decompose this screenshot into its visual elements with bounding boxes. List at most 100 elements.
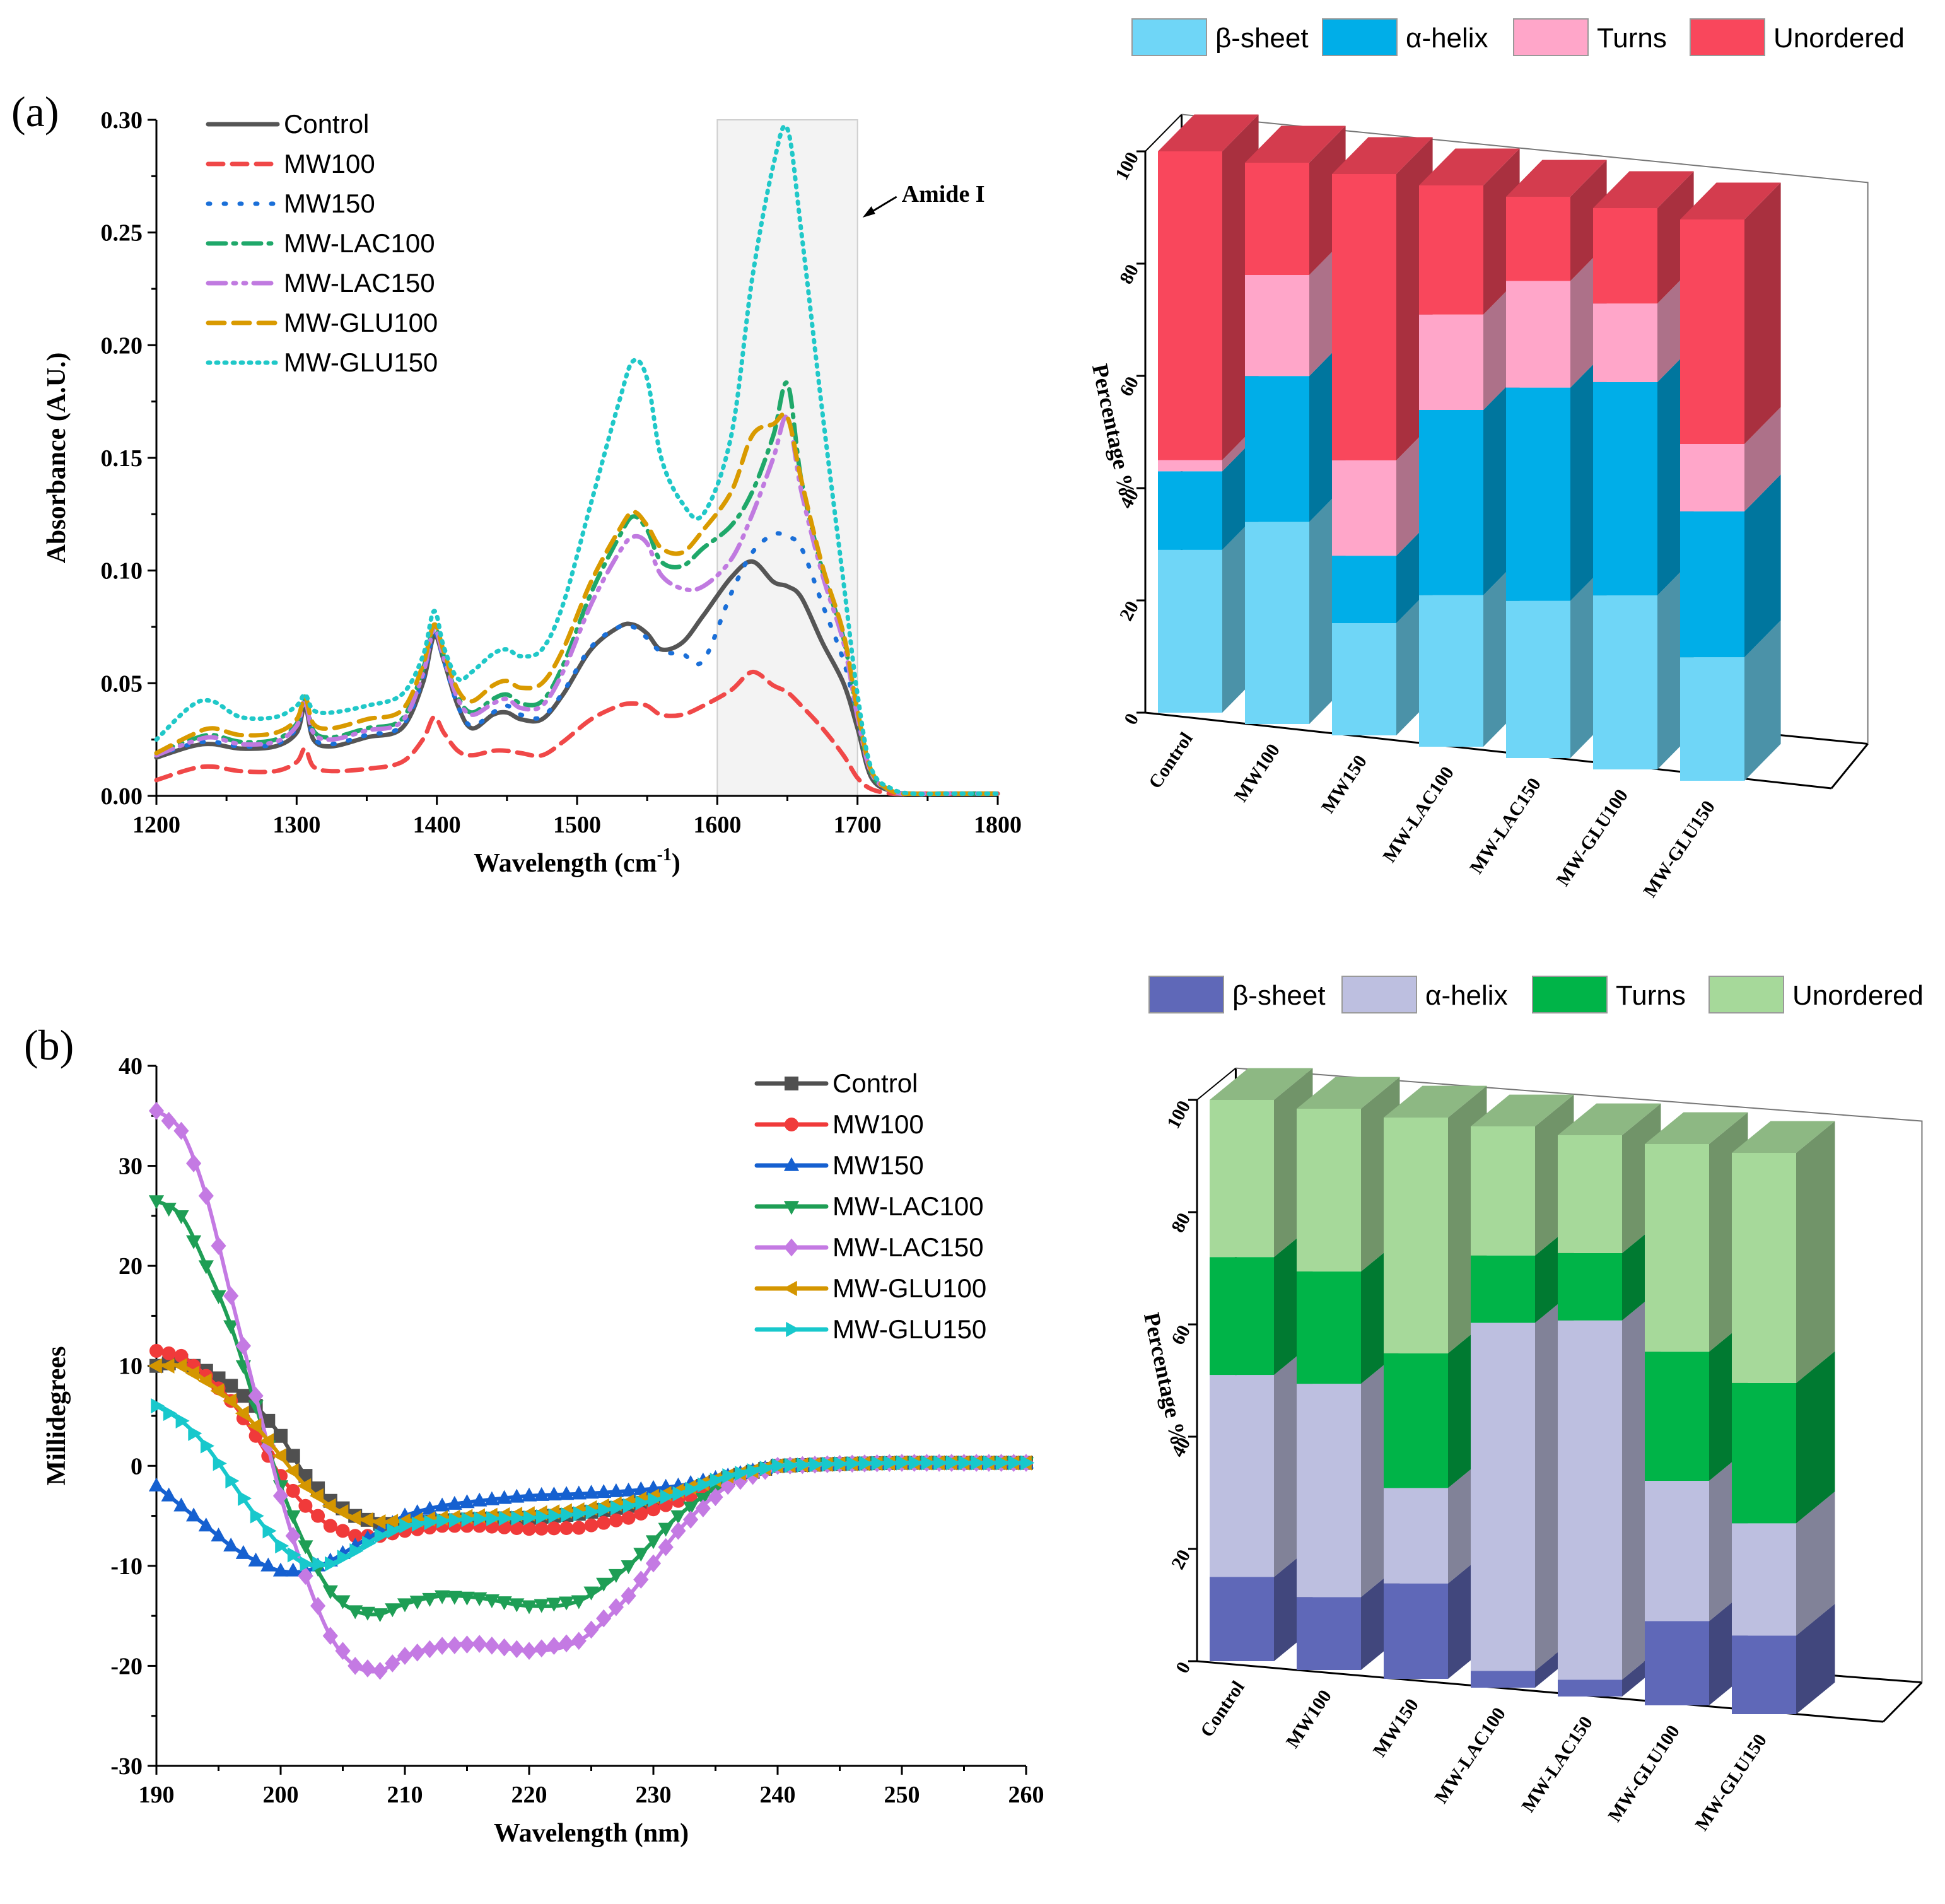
bar-segment-β-sheet: [1471, 1671, 1535, 1688]
data-marker: [461, 1512, 476, 1527]
bar-segment-Turns: [1210, 1257, 1274, 1375]
x-tick-label: 210: [387, 1782, 423, 1808]
bar-top-Unordered: [1158, 114, 1259, 151]
x-axis-title-superscript: -1: [657, 845, 672, 865]
bar-segment-Unordered: [1471, 1126, 1535, 1256]
data-marker: [272, 1562, 289, 1577]
data-marker: [747, 1463, 761, 1479]
bar-top-Unordered: [1680, 182, 1781, 219]
data-marker: [298, 1567, 313, 1586]
data-marker: [286, 1483, 300, 1498]
category-label: MW150: [1369, 1695, 1423, 1760]
data-marker: [571, 1521, 586, 1535]
bar-stack-mw-glu150: [1680, 182, 1781, 781]
data-marker: [496, 1638, 512, 1657]
bar-segment-Unordered: [1245, 163, 1309, 275]
bar-segment-Unordered: [1332, 174, 1396, 460]
data-marker: [670, 1510, 686, 1524]
data-marker: [225, 1473, 240, 1489]
bar-segment-α-helix: [1506, 387, 1570, 601]
data-marker: [348, 1529, 363, 1543]
data-marker: [211, 1290, 226, 1304]
data-marker: [908, 1455, 923, 1471]
legend-marker-mw100: [785, 1118, 798, 1131]
legend-marker-mw-lac100: [783, 1201, 800, 1215]
data-marker: [486, 1510, 501, 1527]
data-marker: [223, 1287, 239, 1305]
bar-top-Unordered: [1593, 171, 1694, 208]
bar-top-Unordered: [1419, 148, 1520, 185]
data-marker: [151, 1398, 165, 1414]
data-marker: [275, 1538, 289, 1554]
data-marker: [409, 1643, 425, 1662]
bar-segment-Turns: [1732, 1382, 1796, 1524]
bar-segment-Turns: [1593, 303, 1657, 382]
data-marker: [198, 1186, 214, 1205]
data-marker: [285, 1510, 301, 1524]
legend-swatch-α-helix: [1341, 976, 1417, 1013]
x-tick-label: 260: [1008, 1782, 1044, 1808]
data-marker: [250, 1508, 264, 1524]
data-marker: [474, 1511, 488, 1527]
value-tick-label: 80: [1167, 1210, 1194, 1236]
bar-side-Unordered: [1744, 182, 1781, 444]
data-marker: [312, 1556, 327, 1572]
legend-label: MW150: [832, 1150, 924, 1180]
bar-side-Turns: [1796, 1351, 1835, 1524]
bar-segment-Turns: [1680, 444, 1744, 511]
data-marker: [235, 1545, 251, 1559]
data-marker: [871, 1456, 885, 1471]
data-marker: [235, 1336, 251, 1355]
data-marker: [260, 1433, 274, 1449]
data-marker: [633, 1481, 649, 1495]
data-marker: [422, 1592, 438, 1607]
value-tick-label: 20: [1167, 1546, 1194, 1573]
data-marker: [284, 1463, 299, 1479]
bar-segment-α-helix: [1593, 382, 1657, 596]
data-marker: [559, 1486, 575, 1500]
data-marker: [585, 1504, 600, 1520]
y-tick-label: 0.30: [101, 107, 143, 134]
data-marker: [559, 1596, 575, 1611]
data-marker: [534, 1486, 549, 1501]
legend-swatch-Turns: [1513, 18, 1589, 56]
data-marker: [411, 1516, 426, 1532]
data-marker: [509, 1488, 525, 1503]
data-marker: [349, 1543, 364, 1559]
data-marker: [397, 1647, 413, 1665]
x-tick-label: 200: [263, 1782, 299, 1808]
data-marker: [173, 1210, 189, 1225]
data-marker: [397, 1598, 413, 1613]
legend-marker-mw-glu100: [783, 1280, 797, 1297]
data-marker: [583, 1620, 599, 1639]
data-marker: [561, 1507, 575, 1523]
data-marker: [535, 1509, 550, 1525]
data-marker: [247, 1418, 262, 1434]
data-marker: [322, 1627, 338, 1645]
legend-label: MW-LAC150: [284, 268, 435, 298]
data-marker: [621, 1482, 636, 1497]
bar-segment-α-helix: [1558, 1320, 1622, 1680]
bar-segment-Turns: [1245, 275, 1309, 377]
axis-depth-top: [1145, 114, 1183, 152]
data-marker: [759, 1461, 774, 1476]
data-marker: [300, 1556, 314, 1572]
bar-segment-α-helix: [1419, 410, 1483, 595]
legend-label: MW-GLU150: [832, 1314, 986, 1344]
legend-label: MW-GLU150: [284, 348, 438, 377]
category-label: MW-LAC150: [1517, 1712, 1597, 1816]
bar-segment-β-sheet: [1332, 623, 1396, 735]
legend-label: α-helix: [1406, 23, 1488, 54]
category-label: MW-GLU100: [1552, 785, 1632, 889]
data-marker: [359, 1606, 375, 1621]
series-line-control: [154, 559, 1000, 797]
data-marker: [670, 1522, 686, 1540]
data-marker: [211, 1527, 226, 1542]
data-marker: [610, 1500, 625, 1516]
data-marker: [459, 1494, 475, 1509]
data-marker: [224, 1379, 238, 1393]
data-marker: [559, 1521, 574, 1535]
amide-i-label: Amide I: [902, 181, 985, 207]
panel-a-label: (a): [11, 88, 59, 136]
